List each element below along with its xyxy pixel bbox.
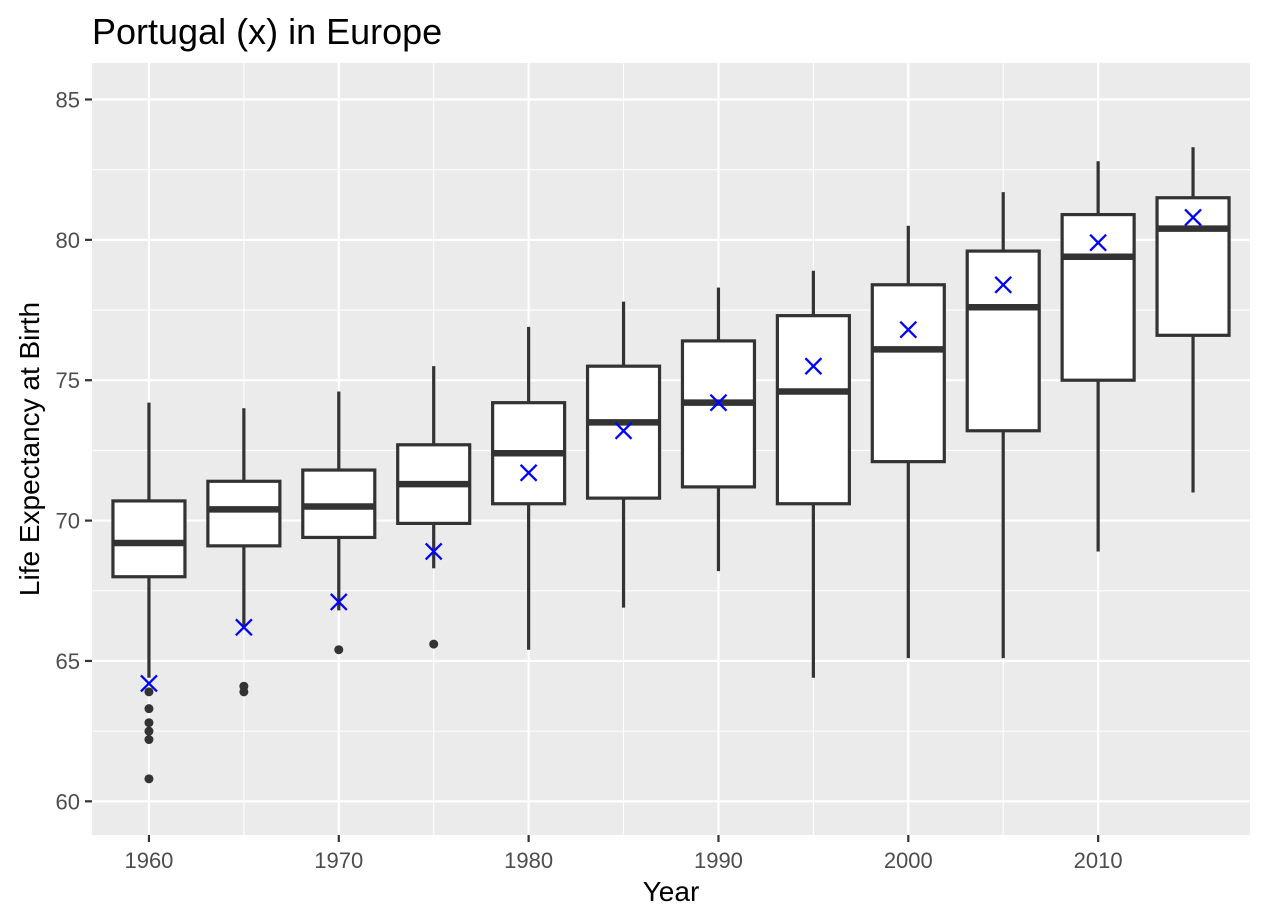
highlight-x-stroke [804, 357, 823, 375]
highlight-x-marker [519, 464, 538, 482]
outlier-point [144, 774, 154, 784]
highlight-x-stroke [614, 421, 633, 440]
y-tick-label: 85 [56, 87, 80, 112]
highlight-x-stroke [1184, 208, 1202, 227]
y-tick-label: 70 [56, 509, 80, 534]
highlight-x-marker [424, 542, 443, 561]
y-tick-label: 65 [56, 649, 80, 674]
outlier-point [144, 726, 154, 736]
plot-panel [92, 63, 1250, 835]
box [965, 249, 1041, 433]
highlight-x-stroke [235, 618, 253, 637]
outlier-point [144, 687, 154, 697]
x-tick-label: 2000 [884, 848, 933, 873]
x-axis-title: Year [643, 876, 700, 907]
highlight-x-marker [329, 593, 348, 611]
x-tick-label: 1970 [314, 848, 363, 873]
outlier-point [144, 718, 154, 728]
y-tick-label: 80 [56, 228, 80, 253]
box [1155, 196, 1231, 337]
highlight-x-marker [140, 674, 158, 693]
highlight-x-stroke [709, 393, 728, 412]
outlier-point [144, 704, 154, 714]
chart-title: Portugal (x) in Europe [92, 11, 442, 52]
box [680, 339, 757, 489]
highlight-x-marker [235, 618, 253, 637]
highlight-x-stroke [329, 593, 348, 611]
highlight-x-marker [1184, 208, 1202, 227]
highlight-x-stroke [424, 542, 443, 561]
outlier-point [429, 639, 439, 649]
highlight-x-stroke [899, 320, 918, 339]
highlight-x-stroke [1089, 233, 1107, 252]
highlight-x-marker [899, 320, 918, 339]
highlight-x-marker [1089, 233, 1107, 252]
outlier-point [239, 687, 249, 697]
y-tick-label: 60 [56, 789, 80, 814]
x-tick-label: 2010 [1074, 848, 1123, 873]
box [206, 479, 282, 548]
axes: 60 65 70 75 80 85 1960 1970 1980 1990 2000 2010 [56, 87, 1123, 873]
outlier-point [334, 645, 344, 655]
highlight-x-stroke [140, 674, 158, 693]
x-tick-label: 1960 [124, 848, 173, 873]
y-tick-label: 75 [56, 368, 80, 393]
box [775, 314, 851, 506]
highlight-x-marker [994, 275, 1013, 294]
box [1060, 212, 1136, 382]
highlight-x-marker [709, 393, 728, 412]
y-axis-title: Life Expectancy at Birth [14, 302, 45, 596]
x-tick-label: 1980 [504, 848, 553, 873]
highlight-x-marker [804, 357, 823, 375]
highlight-x-stroke [994, 275, 1013, 294]
box [870, 283, 946, 464]
box-marks [111, 147, 1231, 784]
box [111, 499, 187, 579]
outlier-point [144, 735, 154, 745]
highlight-x-marker [614, 421, 633, 440]
x-tick-label: 1990 [694, 848, 743, 873]
highlight-x-stroke [519, 464, 538, 482]
